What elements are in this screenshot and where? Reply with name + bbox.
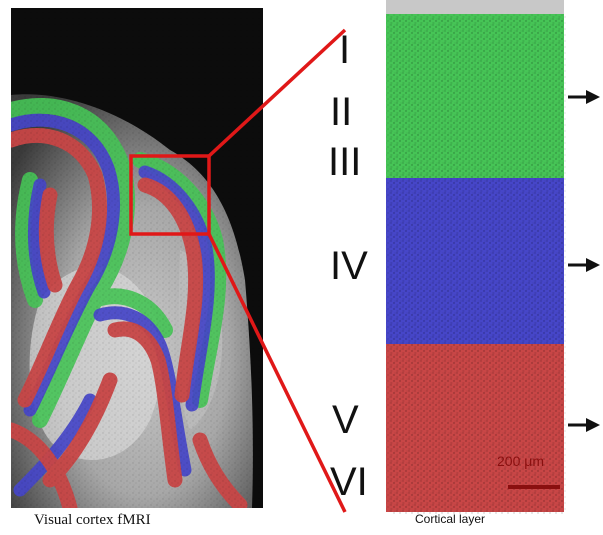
layer-label-II: II [330,90,353,134]
layer-label-I: I [339,28,351,72]
histology-column [386,0,567,514]
zoom-connector [207,28,347,513]
arrows [568,90,600,432]
layer-label-IV: IV [330,244,368,288]
arrow-icon [568,258,600,272]
layer-label-III: III [328,140,362,184]
layer-label-VI: VI [330,460,368,504]
scale-bar-label: 200 μm [497,453,544,469]
layer-label-V: V [332,398,359,442]
caption-fmri: Visual cortex fMRI [34,512,151,528]
arrow-icon [568,90,600,104]
arrow-icon [568,418,600,432]
caption-cortical-layer: Cortical layer [415,512,486,526]
fmri-panel [11,8,263,508]
